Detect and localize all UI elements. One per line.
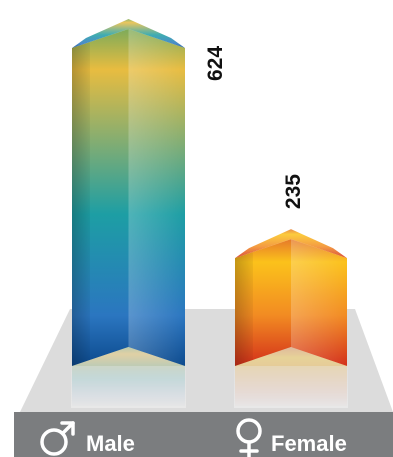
bars-layer (71, 19, 348, 408)
legend-label-female: Female (271, 431, 347, 456)
value-labels-layer: 624 235 (204, 46, 305, 209)
bar-shade (72, 41, 90, 367)
legend-bar (14, 412, 393, 457)
male-symbol-icon (40, 421, 75, 456)
data-label-male: 624 (204, 46, 227, 81)
bar-top (72, 19, 185, 48)
female-symbol-icon (236, 418, 262, 457)
bar-female (234, 229, 348, 408)
legend-label-male: Male (86, 431, 135, 456)
bar-reflection (234, 347, 348, 408)
bar-top (235, 229, 347, 259)
legend-item-male: Male (40, 421, 135, 456)
bar-shade (235, 251, 253, 366)
bar-highlight (128, 29, 185, 366)
bar-reflection (71, 347, 186, 408)
data-label-female: 235 (282, 174, 305, 209)
bar-male (71, 19, 186, 408)
bar-highlight (291, 239, 347, 366)
legend-item-female: Female (236, 418, 347, 457)
